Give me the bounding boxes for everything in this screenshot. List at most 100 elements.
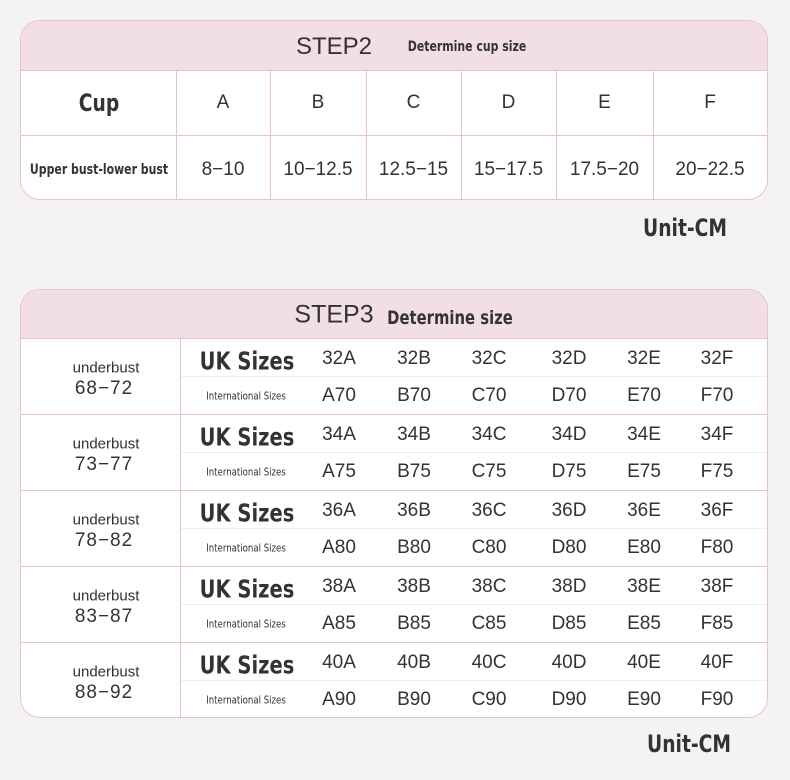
- cell: 10−12.5: [283, 159, 353, 180]
- size-table: STEP3 Determine size underbust 68−72 UK Size…: [20, 289, 768, 718]
- uk-size: 38D: [551, 576, 587, 597]
- col-line: [180, 338, 181, 717]
- intl-size: E75: [627, 461, 661, 482]
- uk-size: 32A: [322, 348, 356, 369]
- intl-size: B90: [397, 689, 431, 710]
- cell: F: [704, 92, 716, 113]
- intl-size: F85: [700, 613, 734, 634]
- cell: 20−22.5: [675, 159, 745, 180]
- uk-size: 34F: [700, 424, 734, 445]
- intl-size: F90: [700, 689, 734, 710]
- uk-size: 34C: [471, 424, 507, 445]
- intl-size: C80: [471, 537, 507, 558]
- intl-size: C90: [471, 689, 507, 710]
- intl-size: F80: [700, 537, 734, 558]
- col-line: [366, 70, 367, 199]
- sub-line: [181, 680, 767, 681]
- row-line: [21, 414, 767, 415]
- step-subtitle: Determine size: [387, 307, 513, 329]
- intl-label: International Sizes: [206, 541, 286, 555]
- col-line: [461, 70, 462, 199]
- intl-size: A85: [322, 613, 356, 634]
- col-line: [176, 70, 177, 199]
- uk-size: 40B: [397, 652, 431, 673]
- cell: A: [216, 92, 230, 113]
- intl-size: A90: [322, 689, 356, 710]
- group-range: 78−82: [74, 530, 134, 551]
- intl-size: B75: [397, 461, 431, 482]
- intl-size: E85: [627, 613, 661, 634]
- uk-size: 36A: [322, 500, 356, 521]
- intl-size: A75: [322, 461, 356, 482]
- col-line: [556, 70, 557, 199]
- uk-label: UK Sizes: [199, 574, 295, 604]
- uk-size: 40A: [322, 652, 356, 673]
- uk-label: UK Sizes: [199, 650, 295, 680]
- intl-size: F75: [700, 461, 734, 482]
- intl-size: A80: [322, 537, 356, 558]
- cell: Upper bust-lower bust: [29, 162, 168, 178]
- uk-label: UK Sizes: [199, 346, 295, 376]
- cell: 12.5−15: [378, 159, 449, 180]
- uk-size: 40F: [700, 652, 734, 673]
- cell: D: [501, 92, 516, 113]
- uk-size: 38B: [397, 576, 431, 597]
- group-label: underbust: [72, 663, 140, 681]
- sub-line: [181, 604, 767, 605]
- group-label: underbust: [72, 359, 140, 377]
- uk-size: 32F: [700, 348, 734, 369]
- uk-size: 40D: [551, 652, 587, 673]
- uk-size: 36E: [627, 500, 661, 521]
- sub-line: [181, 528, 767, 529]
- cell: 17.5−20: [569, 159, 640, 180]
- uk-size: 32B: [397, 348, 431, 369]
- group-range: 73−77: [74, 454, 134, 475]
- intl-label: International Sizes: [206, 693, 286, 707]
- row-line: [21, 490, 767, 491]
- uk-size: 34A: [322, 424, 356, 445]
- uk-size: 36F: [700, 500, 734, 521]
- uk-size: 38A: [322, 576, 356, 597]
- intl-size: D90: [551, 689, 587, 710]
- row-line: [21, 642, 767, 643]
- uk-size: 36D: [551, 500, 587, 521]
- uk-size: 38F: [700, 576, 734, 597]
- cell: 15−17.5: [473, 159, 544, 180]
- intl-label: International Sizes: [206, 617, 286, 631]
- intl-size: E80: [627, 537, 661, 558]
- uk-size: 40C: [471, 652, 507, 673]
- step-subtitle: Determine cup size: [407, 39, 527, 55]
- uk-size: 38C: [471, 576, 507, 597]
- uk-size: 38E: [627, 576, 661, 597]
- cell: B: [311, 92, 325, 113]
- intl-size: E90: [627, 689, 661, 710]
- unit: Unit-CM: [643, 214, 728, 242]
- unit: Unit-CM: [647, 730, 732, 758]
- step-title: STEP2: [295, 33, 373, 60]
- intl-label: International Sizes: [206, 465, 286, 479]
- header-band: [21, 21, 767, 71]
- uk-label: UK Sizes: [199, 498, 295, 528]
- step-title: STEP3: [294, 300, 374, 329]
- intl-size: F70: [700, 385, 734, 406]
- intl-size: B80: [397, 537, 431, 558]
- cell: E: [598, 92, 611, 113]
- sub-line: [181, 376, 767, 377]
- row-line: [21, 566, 767, 567]
- intl-size: C70: [471, 385, 507, 406]
- intl-size: E70: [627, 385, 661, 406]
- intl-size: D70: [551, 385, 587, 406]
- row-line: [21, 135, 767, 136]
- cell: C: [406, 92, 421, 113]
- cell: Cup: [78, 89, 119, 117]
- intl-size: D75: [551, 461, 587, 482]
- intl-size: A70: [322, 385, 356, 406]
- group-label: underbust: [72, 435, 140, 453]
- uk-size: 36B: [397, 500, 431, 521]
- intl-label: International Sizes: [206, 389, 286, 403]
- intl-size: C85: [471, 613, 507, 634]
- intl-size: B85: [397, 613, 431, 634]
- uk-size: 34E: [627, 424, 661, 445]
- intl-size: D80: [551, 537, 587, 558]
